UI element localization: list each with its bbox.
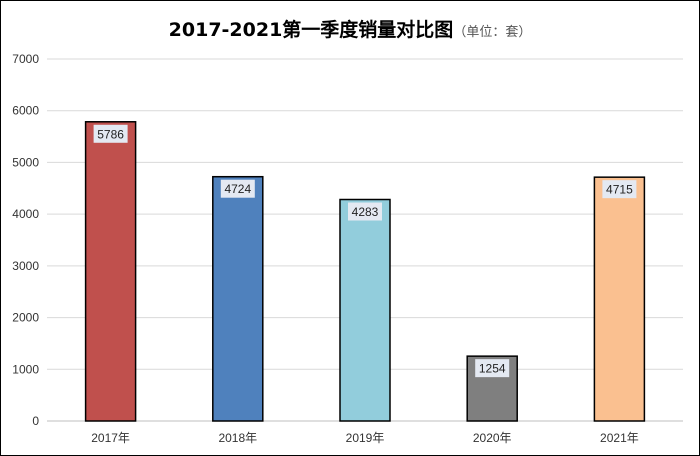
- y-axis-ticks: 0 1000 2000 3000 4000 5000 6000 7000: [12, 52, 39, 428]
- x-tick-label: 2018年: [218, 431, 257, 445]
- data-label-box: [93, 124, 128, 143]
- y-tick-label: 1000: [12, 362, 39, 376]
- y-tick-label: 7000: [12, 52, 39, 66]
- data-label-box: [348, 202, 382, 221]
- bars: [84, 121, 646, 422]
- data-label: 5786: [97, 127, 124, 141]
- data-label-box: [602, 180, 637, 199]
- data-label: 4715: [606, 183, 633, 197]
- data-labels: 5786 4724 4283 1254 4715: [93, 124, 637, 378]
- y-tick-label: 2000: [12, 311, 39, 325]
- x-axis-ticks: 2017年 2018年 2019年 2020年 2021年: [91, 431, 639, 445]
- bar: [593, 176, 646, 422]
- bar: [212, 175, 264, 422]
- data-label-box: [220, 179, 255, 198]
- x-tick-label: 2017年: [91, 431, 130, 445]
- chart-title-text: 2017-2021第一季度销量对比图: [168, 19, 454, 41]
- data-label: 1254: [479, 362, 506, 376]
- data-label-box: [475, 359, 510, 378]
- chart-unit-text: （单位：套）: [453, 25, 532, 40]
- y-tick-label: 0: [32, 414, 39, 428]
- y-tick-label: 5000: [12, 155, 39, 169]
- y-tick-label: 3000: [12, 259, 39, 273]
- y-tick-label: 4000: [12, 207, 39, 221]
- gridlines: [47, 58, 683, 422]
- bar: [339, 198, 391, 422]
- chart-title: 2017-2021第一季度销量对比图（单位：套）: [1, 15, 699, 42]
- y-tick-label: 6000: [12, 104, 39, 118]
- data-label: 4283: [352, 205, 379, 219]
- x-tick-label: 2020年: [473, 431, 512, 445]
- x-tick-label: 2019年: [346, 431, 385, 445]
- x-tick-label: 2021年: [600, 431, 639, 445]
- bar: [84, 121, 137, 422]
- data-label: 4724: [224, 182, 251, 196]
